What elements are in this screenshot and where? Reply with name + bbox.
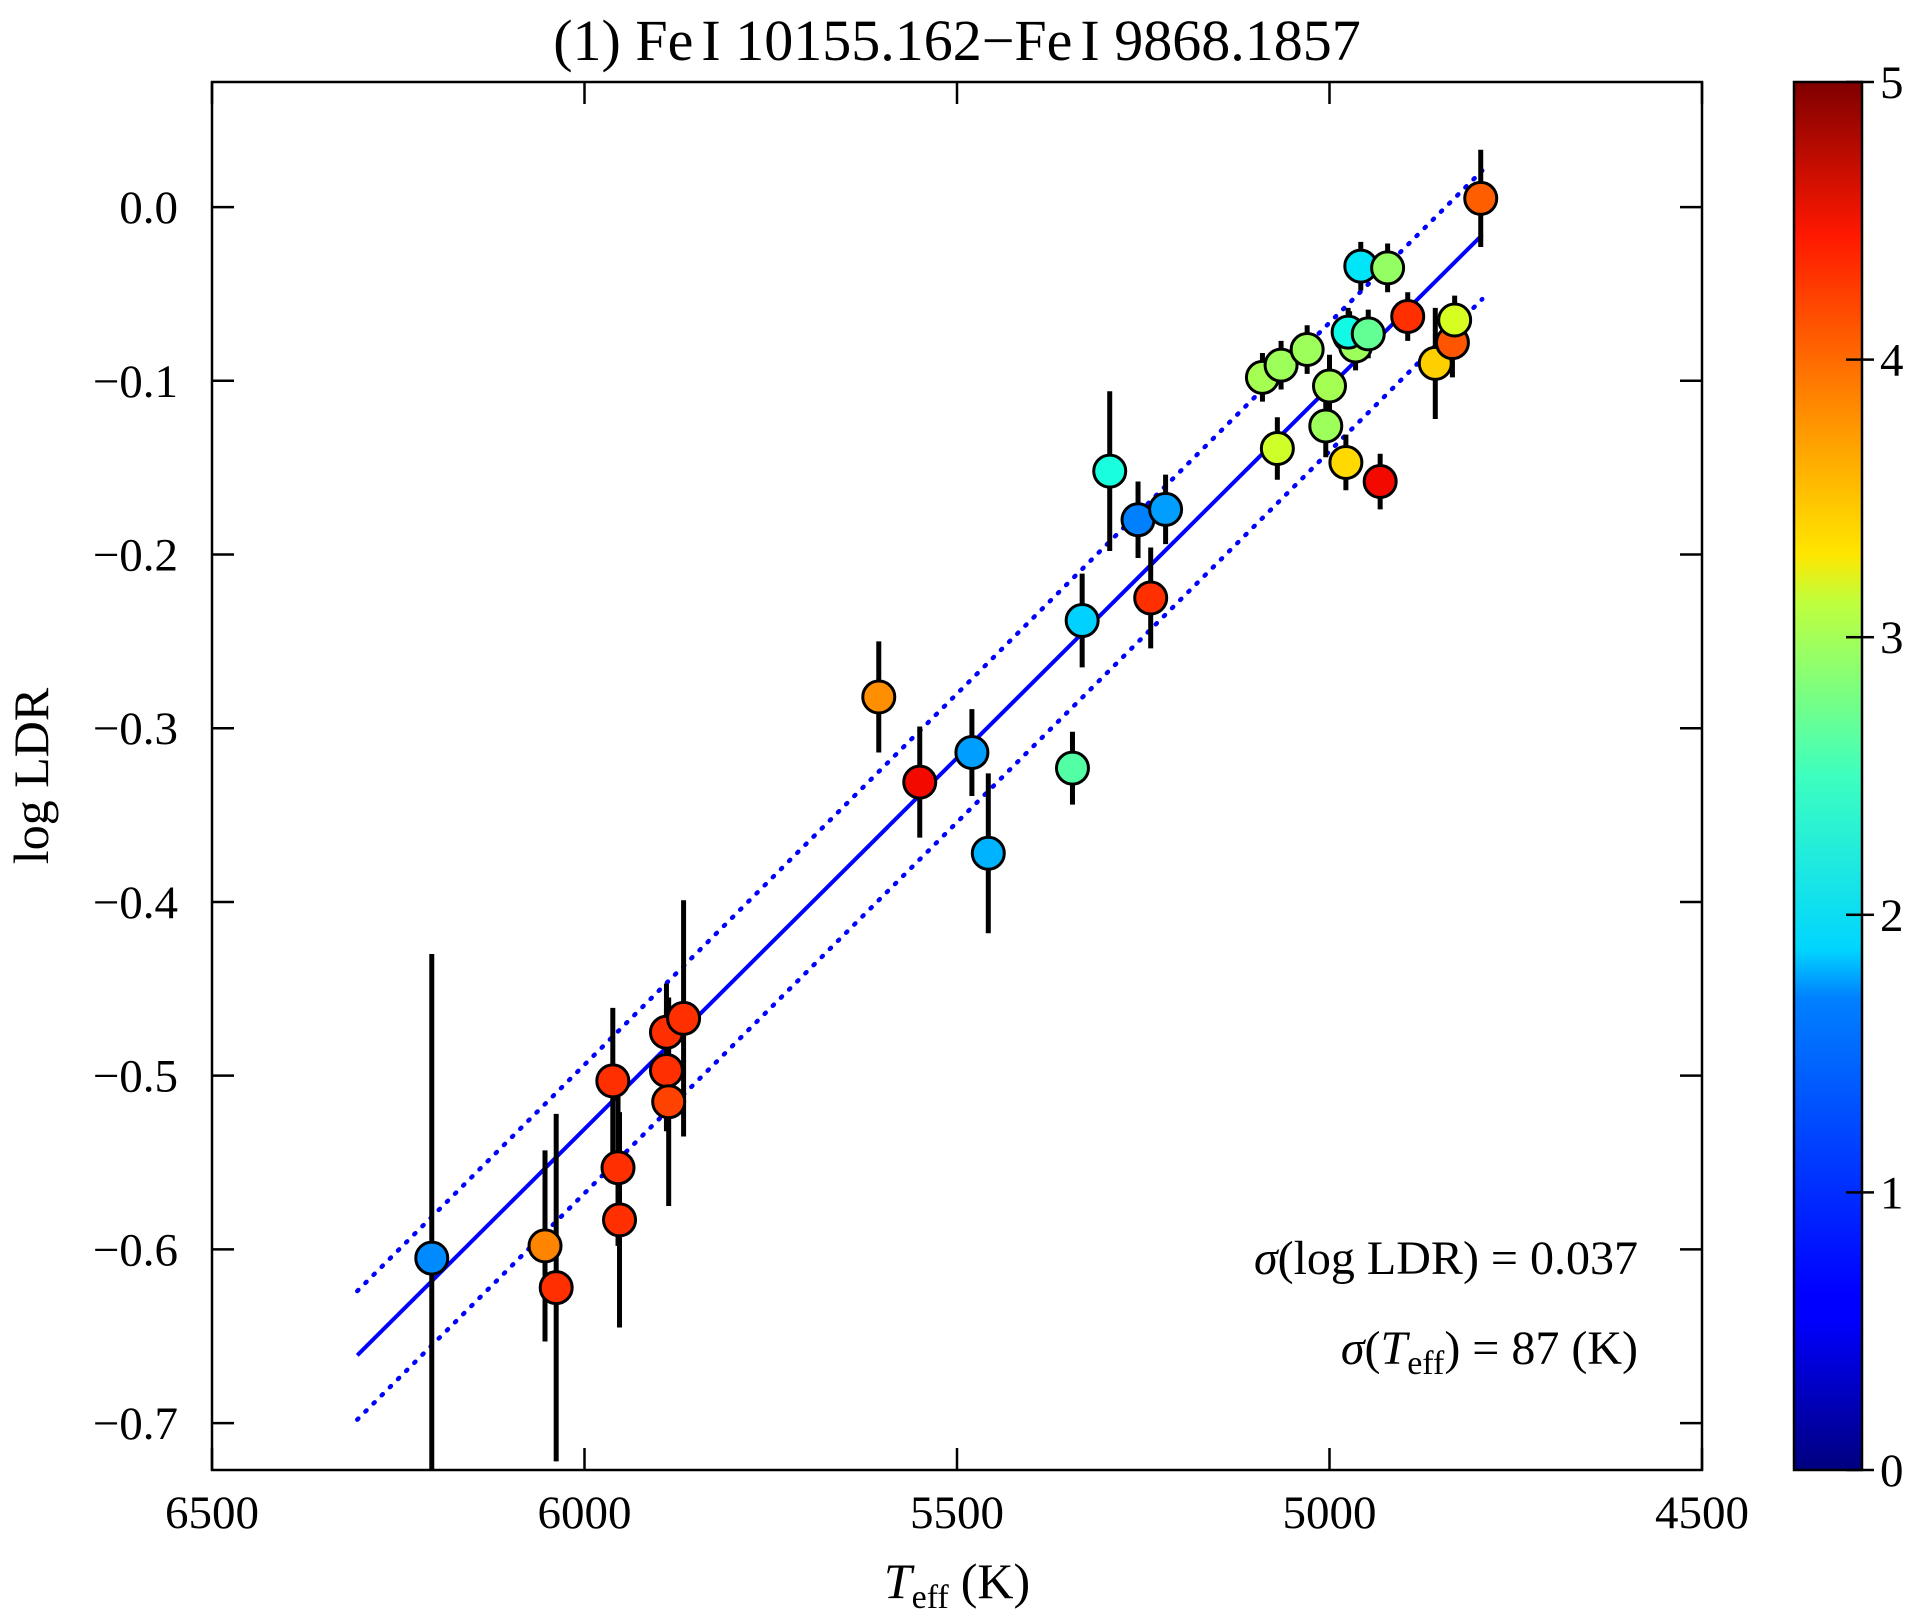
data-point xyxy=(666,1000,702,1036)
y-tick-label: −0.6 xyxy=(93,1224,178,1276)
x-axis-ticks: 6500 6000 5500 5000 4500 xyxy=(165,82,1749,1539)
data-point xyxy=(538,1270,574,1306)
x-tick-label: 6500 xyxy=(165,1487,259,1539)
data-point xyxy=(1463,180,1499,216)
data-point xyxy=(1259,431,1295,467)
colorbar-ticks: 0 1 2 3 4 5 xyxy=(1846,57,1904,1497)
data-point xyxy=(902,764,938,800)
data-point xyxy=(1064,603,1100,639)
data-point xyxy=(1328,444,1364,480)
data-point xyxy=(1390,299,1426,335)
data-point xyxy=(1263,347,1299,383)
x-axis-label: Teff (K) xyxy=(884,1553,1030,1616)
colorbar-tick-label: 1 xyxy=(1880,1167,1904,1219)
x-tick-label: 4500 xyxy=(1655,1487,1749,1539)
error-bars xyxy=(429,149,1484,1470)
sigma-teff-annotation: σ(Teff) = 87 (K) xyxy=(1341,1322,1638,1382)
data-point xyxy=(1133,580,1169,616)
chart-title: (1) Fe I 10155.162−Fe I 9868.1857 xyxy=(553,8,1361,73)
data-point xyxy=(602,1202,638,1238)
colorbar-tick-label: 0 xyxy=(1880,1445,1904,1497)
data-point xyxy=(414,1240,450,1276)
data-point xyxy=(527,1228,563,1264)
y-tick-label: −0.7 xyxy=(93,1398,178,1450)
data-point xyxy=(1092,453,1128,489)
data-point xyxy=(1054,750,1090,786)
y-tick-label: 0.0 xyxy=(119,182,178,234)
colorbar xyxy=(1792,80,1864,1472)
sigma-logldr-annotation: σ(log LDR) = 0.037 xyxy=(1254,1232,1638,1285)
data-point xyxy=(1148,491,1184,527)
data-point xyxy=(1312,368,1347,404)
data-point xyxy=(648,1052,684,1088)
data-points xyxy=(414,180,1499,1306)
x-tick-label: 6000 xyxy=(538,1487,632,1539)
y-tick-label: −0.5 xyxy=(93,1051,178,1103)
y-tick-label: −0.4 xyxy=(93,877,178,929)
data-point xyxy=(861,679,897,715)
data-point xyxy=(970,835,1006,871)
data-point xyxy=(1308,408,1344,444)
data-point xyxy=(954,735,990,771)
data-point xyxy=(1289,332,1325,368)
colorbar-tick-label: 5 xyxy=(1880,57,1904,109)
data-point xyxy=(1437,302,1473,338)
data-point xyxy=(600,1150,636,1186)
data-point xyxy=(1362,464,1398,500)
colorbar-tick-label: 3 xyxy=(1880,612,1904,664)
y-tick-label: −0.2 xyxy=(93,530,178,582)
y-axis-label: log LDR xyxy=(3,687,59,864)
data-point xyxy=(1370,250,1406,286)
data-point xyxy=(595,1063,631,1099)
y-tick-label: −0.3 xyxy=(93,703,178,755)
y-axis-ticks: 0.0 −0.1 −0.2 −0.3 −0.4 −0.5 −0.6 −0.7 xyxy=(93,182,1702,1450)
colorbar-tick-label: 4 xyxy=(1880,335,1904,387)
data-point xyxy=(1350,316,1386,352)
y-tick-label: −0.1 xyxy=(93,356,178,408)
x-tick-label: 5500 xyxy=(910,1487,1004,1539)
data-point xyxy=(651,1084,687,1120)
x-tick-label: 5000 xyxy=(1283,1487,1377,1539)
colorbar-tick-label: 2 xyxy=(1880,890,1904,942)
